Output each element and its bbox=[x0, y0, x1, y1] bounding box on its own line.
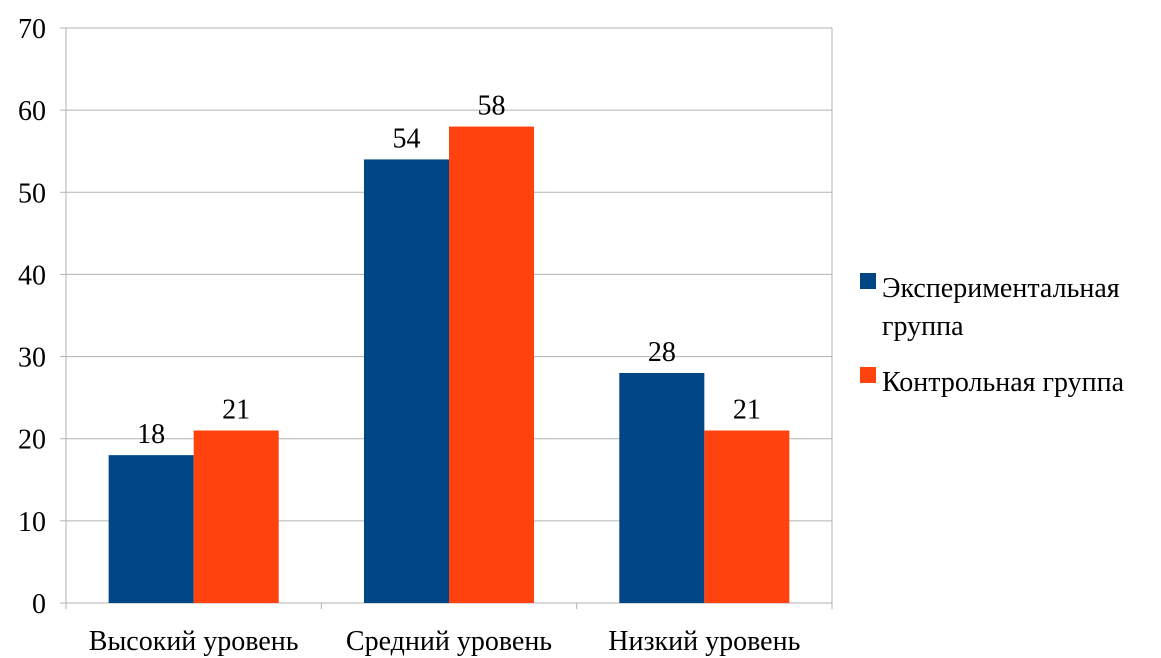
data-label: 21 bbox=[733, 395, 761, 426]
x-category-label: Высокий уровень bbox=[89, 626, 299, 657]
data-label: 18 bbox=[137, 419, 165, 450]
legend-label: Контрольная группа bbox=[882, 367, 1125, 398]
x-axis-category-labels: Высокий уровень Средний уровень Низкий уро… bbox=[89, 626, 801, 657]
bar bbox=[619, 373, 704, 603]
x-category-label: Низкий уровень bbox=[608, 626, 800, 657]
bar bbox=[364, 159, 449, 603]
data-label: 21 bbox=[222, 395, 250, 426]
legend-swatch bbox=[860, 367, 876, 383]
data-label: 28 bbox=[648, 337, 676, 368]
y-tick-label: 0 bbox=[32, 589, 46, 620]
bar bbox=[109, 455, 194, 603]
bar bbox=[449, 127, 534, 603]
bar bbox=[194, 431, 279, 604]
y-tick-label: 70 bbox=[18, 14, 46, 45]
bar bbox=[704, 431, 789, 604]
bars bbox=[109, 127, 790, 603]
y-axis-tick-labels: 0 10 20 30 40 50 60 70 bbox=[18, 14, 46, 620]
legend-label: группа bbox=[882, 311, 964, 342]
data-label: 58 bbox=[478, 91, 506, 122]
data-label: 54 bbox=[392, 123, 420, 154]
y-tick-label: 50 bbox=[18, 178, 46, 209]
legend: Экспериментальная группа Контрольная групп… bbox=[860, 273, 1125, 398]
y-tick-label: 30 bbox=[18, 343, 46, 374]
y-tick-label: 20 bbox=[18, 425, 46, 456]
y-tick-label: 10 bbox=[18, 507, 46, 538]
y-tick-label: 40 bbox=[18, 260, 46, 291]
y-tick-label: 60 bbox=[18, 96, 46, 127]
x-category-label: Средний уровень bbox=[346, 626, 552, 657]
legend-swatch bbox=[860, 273, 876, 289]
legend-label: Экспериментальная bbox=[882, 273, 1120, 304]
